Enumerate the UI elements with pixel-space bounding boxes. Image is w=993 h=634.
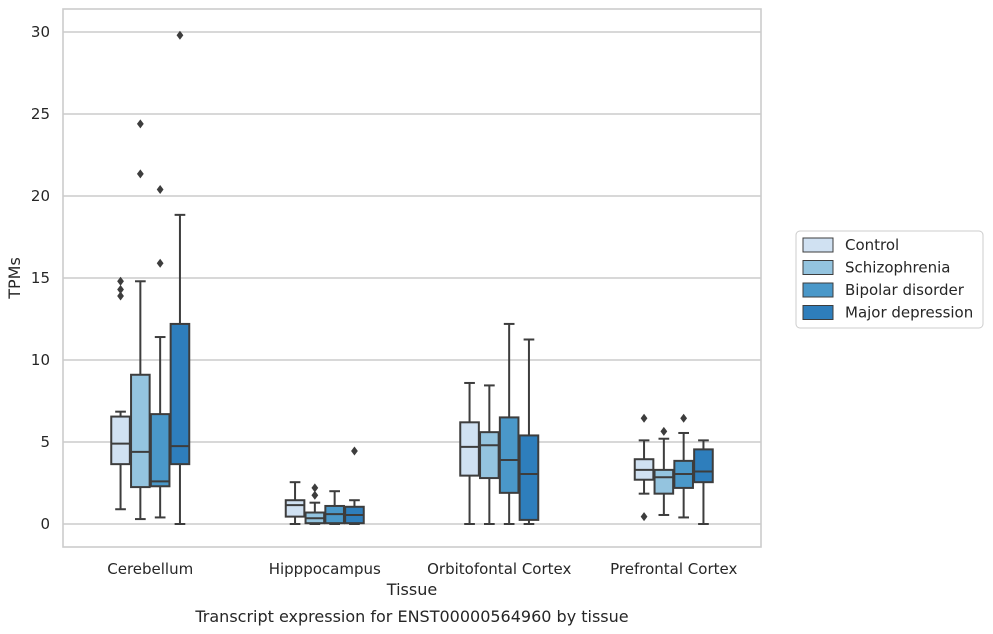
outlier-point: [156, 258, 164, 268]
box-iqr: [130, 373, 151, 489]
box-bipolar-disorder: [673, 413, 694, 519]
box-control: [459, 381, 480, 525]
outlier-point: [117, 291, 124, 301]
outlier-point: [136, 119, 144, 129]
outlier-point: [660, 426, 668, 436]
y-axis-title: TPMs: [5, 257, 24, 300]
box-control: [110, 276, 131, 511]
y-tick-label: 25: [31, 105, 50, 123]
legend-swatch: [802, 260, 834, 275]
box-iqr: [284, 499, 306, 518]
outlier-point: [136, 169, 144, 179]
box-iqr: [459, 421, 480, 477]
outlier-point: [680, 413, 688, 423]
box-iqr: [479, 431, 500, 480]
box-major-depression: [518, 338, 540, 525]
box-iqr: [498, 416, 520, 494]
box-schizophrenia: [653, 426, 675, 516]
legend-label: Schizophrenia: [845, 259, 950, 277]
box-iqr: [518, 434, 540, 521]
x-tick-labels: Cerebellum Hipppocampus Orbitofontal Corte…: [107, 560, 737, 578]
legend-swatch: [802, 305, 834, 320]
outlier-point: [117, 276, 124, 286]
outlier-point: [117, 284, 124, 294]
outlier-point: [156, 184, 164, 194]
box-major-depression: [344, 446, 365, 525]
legend-label: Bipolar disorder: [845, 281, 965, 299]
legend-swatch: [802, 237, 834, 253]
plot-frame: [62, 8, 762, 548]
outlier-point: [351, 446, 358, 456]
chart-caption: Transcript expression for ENST0000056496…: [194, 607, 628, 626]
legend-frame: [795, 230, 984, 329]
y-tick-label: 20: [31, 187, 50, 205]
y-tick-label: 5: [40, 433, 50, 451]
box-major-depression: [169, 30, 191, 525]
box-bipolar-disorder: [149, 184, 171, 519]
box-bipolar-disorder: [498, 322, 520, 525]
outlier-point: [176, 30, 184, 40]
outlier-point: [311, 490, 319, 500]
legend-label: Control: [845, 236, 899, 254]
box-control: [284, 481, 306, 525]
x-axis-title: Tissue: [386, 580, 437, 599]
box-major-depression: [693, 439, 714, 525]
box-schizophrenia: [479, 384, 500, 525]
y-tick-label: 15: [31, 269, 50, 287]
x-tick-label: Hipppocampus: [269, 560, 381, 578]
box-iqr: [693, 448, 714, 484]
legend-label: Major depression: [845, 304, 973, 322]
x-tick-label: Orbitofontal Cortex: [427, 560, 571, 578]
box-schizophrenia: [304, 483, 326, 525]
x-tick-label: Prefrontal Cortex: [610, 560, 737, 578]
box-schizophrenia: [130, 119, 151, 521]
x-tick-label: Cerebellum: [107, 560, 193, 578]
legend-swatch: [802, 282, 834, 298]
box-bipolar-disorder: [324, 490, 345, 525]
box-iqr: [169, 322, 191, 466]
legend: Control Schizophrenia Bipolar disorder Majo…: [795, 230, 984, 329]
box-groups: [110, 30, 714, 525]
y-tick-label: 30: [31, 23, 50, 41]
y-tick-label: 0: [40, 515, 50, 533]
y-tick-labels: 0 5 10 15 20 25 30: [31, 23, 50, 533]
outlier-point: [640, 413, 648, 423]
outlier-point: [311, 483, 319, 493]
box-iqr: [149, 413, 171, 488]
y-tick-label: 10: [31, 351, 50, 369]
box-iqr: [653, 468, 675, 495]
box-control: [633, 413, 655, 522]
outlier-point: [640, 512, 648, 522]
box-iqr: [110, 415, 131, 466]
